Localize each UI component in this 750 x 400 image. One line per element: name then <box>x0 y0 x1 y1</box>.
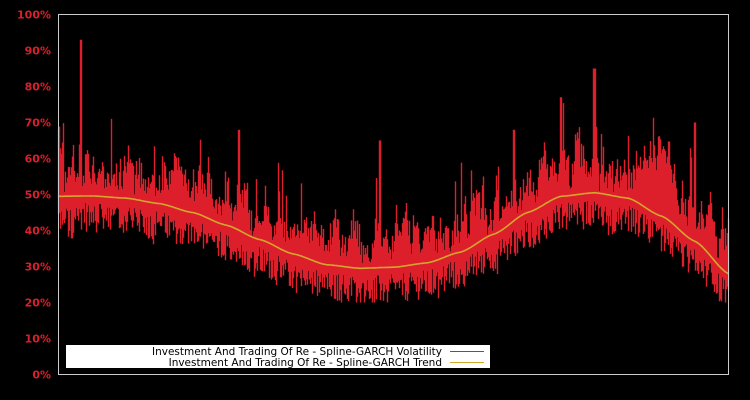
y-tick-label: 50% <box>24 188 51 201</box>
legend-item-trend: Investment And Trading Of Re - Spline-GA… <box>168 356 484 369</box>
y-tick-label: 20% <box>24 296 51 309</box>
y-tick-label: 10% <box>24 332 51 345</box>
y-tick-label: 80% <box>24 80 51 93</box>
legend-label-trend: Investment And Trading Of Re - Spline-GA… <box>168 356 442 369</box>
volatility-line <box>57 39 730 303</box>
y-tick-label: 100% <box>17 8 51 21</box>
plot-frame <box>58 14 729 375</box>
volatility-series <box>57 39 730 303</box>
legend-swatch-trend <box>450 362 484 363</box>
legend-swatch-volatility <box>450 351 484 352</box>
legend-label-volatility: Investment And Trading Of Re - Spline-GA… <box>151 345 442 358</box>
y-tick-label: 0% <box>32 368 51 381</box>
legend-item-volatility: Investment And Trading Of Re - Spline-GA… <box>151 345 484 358</box>
y-tick-label: 70% <box>24 116 51 129</box>
legend: Investment And Trading Of Re - Spline-GA… <box>66 345 490 369</box>
y-tick-label: 40% <box>24 224 51 237</box>
y-tick-label: 30% <box>24 260 51 273</box>
trend-line <box>58 191 729 275</box>
y-tick-label: 90% <box>24 44 51 57</box>
y-tick-label: 60% <box>24 152 51 165</box>
